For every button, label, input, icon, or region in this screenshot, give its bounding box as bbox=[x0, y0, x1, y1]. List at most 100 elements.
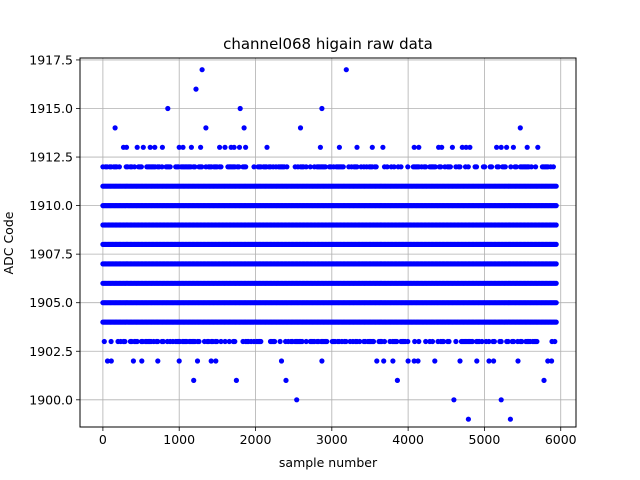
data-point bbox=[370, 338, 377, 345]
data-point bbox=[237, 105, 243, 112]
data-point bbox=[272, 338, 278, 345]
data-point bbox=[508, 164, 514, 170]
data-point bbox=[541, 377, 547, 383]
data-point bbox=[222, 338, 228, 345]
data-point bbox=[303, 164, 309, 170]
y-tick-label: 1900.0 bbox=[29, 392, 73, 407]
data-point bbox=[165, 105, 171, 112]
data-point bbox=[447, 164, 453, 170]
data-point bbox=[176, 144, 182, 150]
data-point bbox=[104, 358, 111, 364]
data-point bbox=[213, 358, 219, 364]
data-point bbox=[384, 164, 390, 170]
data-point bbox=[193, 86, 199, 92]
y-tick-label: 1907.5 bbox=[29, 247, 73, 262]
data-point bbox=[231, 144, 237, 150]
data-point bbox=[208, 358, 214, 364]
data-point bbox=[502, 164, 508, 170]
data-point bbox=[299, 338, 305, 345]
data-point bbox=[152, 144, 158, 150]
data-point bbox=[549, 358, 555, 364]
data-point bbox=[446, 338, 452, 345]
data-point bbox=[194, 358, 201, 364]
data-point bbox=[507, 416, 513, 422]
data-point bbox=[336, 144, 342, 150]
data-point bbox=[489, 164, 495, 170]
data-point bbox=[438, 164, 444, 170]
data-point bbox=[108, 338, 114, 345]
data-point bbox=[233, 377, 239, 383]
data-point bbox=[139, 358, 145, 364]
data-point bbox=[553, 261, 559, 267]
data-point bbox=[317, 144, 323, 150]
data-point bbox=[278, 358, 285, 364]
data-point bbox=[429, 338, 436, 345]
data-point bbox=[155, 338, 161, 345]
data-point bbox=[236, 164, 242, 170]
data-point bbox=[486, 338, 492, 345]
data-point bbox=[411, 358, 417, 364]
data-point bbox=[369, 144, 375, 150]
data-point bbox=[535, 144, 541, 150]
data-point bbox=[553, 183, 559, 189]
x-axis-label: sample number bbox=[279, 455, 378, 470]
y-tick-label: 1917.5 bbox=[29, 52, 73, 67]
data-point bbox=[482, 164, 488, 170]
data-point bbox=[519, 338, 525, 345]
data-point bbox=[498, 338, 504, 345]
data-point bbox=[432, 358, 438, 364]
data-point bbox=[218, 338, 224, 345]
data-point bbox=[354, 144, 360, 150]
data-point bbox=[303, 338, 309, 345]
data-point bbox=[553, 300, 559, 306]
data-point bbox=[412, 338, 418, 345]
data-point bbox=[294, 397, 300, 403]
data-point bbox=[196, 338, 202, 345]
data-point bbox=[258, 338, 264, 345]
data-point bbox=[203, 125, 209, 131]
data-point bbox=[505, 338, 511, 345]
data-point bbox=[457, 164, 463, 170]
data-point bbox=[491, 358, 497, 364]
data-point bbox=[553, 319, 559, 325]
data-point bbox=[394, 338, 400, 345]
data-point bbox=[498, 397, 504, 403]
data-point bbox=[243, 144, 249, 150]
data-point bbox=[357, 338, 363, 345]
data-point bbox=[297, 125, 304, 131]
data-point bbox=[432, 164, 438, 170]
data-point bbox=[373, 164, 379, 170]
data-point bbox=[283, 377, 289, 383]
data-point bbox=[495, 164, 502, 170]
y-tick-label: 1912.5 bbox=[29, 150, 73, 165]
data-point bbox=[473, 164, 480, 170]
data-point bbox=[155, 358, 161, 364]
data-point bbox=[524, 144, 530, 150]
data-point bbox=[123, 144, 130, 150]
y-axis-label: ADC Code bbox=[1, 211, 16, 274]
data-point bbox=[469, 338, 475, 345]
data-point bbox=[494, 144, 500, 150]
data-point bbox=[553, 280, 559, 286]
data-point bbox=[236, 144, 243, 150]
data-point bbox=[343, 67, 349, 73]
data-point bbox=[108, 358, 114, 364]
data-point bbox=[391, 164, 397, 170]
data-point bbox=[167, 164, 173, 170]
data-point bbox=[264, 144, 270, 150]
data-point bbox=[159, 144, 165, 150]
data-point bbox=[222, 144, 228, 150]
data-point bbox=[138, 164, 144, 170]
data-point bbox=[449, 144, 455, 150]
data-point bbox=[374, 358, 380, 364]
data-point bbox=[226, 338, 232, 345]
data-points bbox=[100, 67, 559, 422]
data-point bbox=[533, 164, 539, 170]
data-point bbox=[130, 358, 136, 364]
data-point bbox=[277, 338, 283, 345]
data-point bbox=[504, 144, 510, 150]
y-tick-label: 1910.0 bbox=[29, 198, 73, 213]
y-tick-label: 1915.0 bbox=[29, 101, 73, 116]
